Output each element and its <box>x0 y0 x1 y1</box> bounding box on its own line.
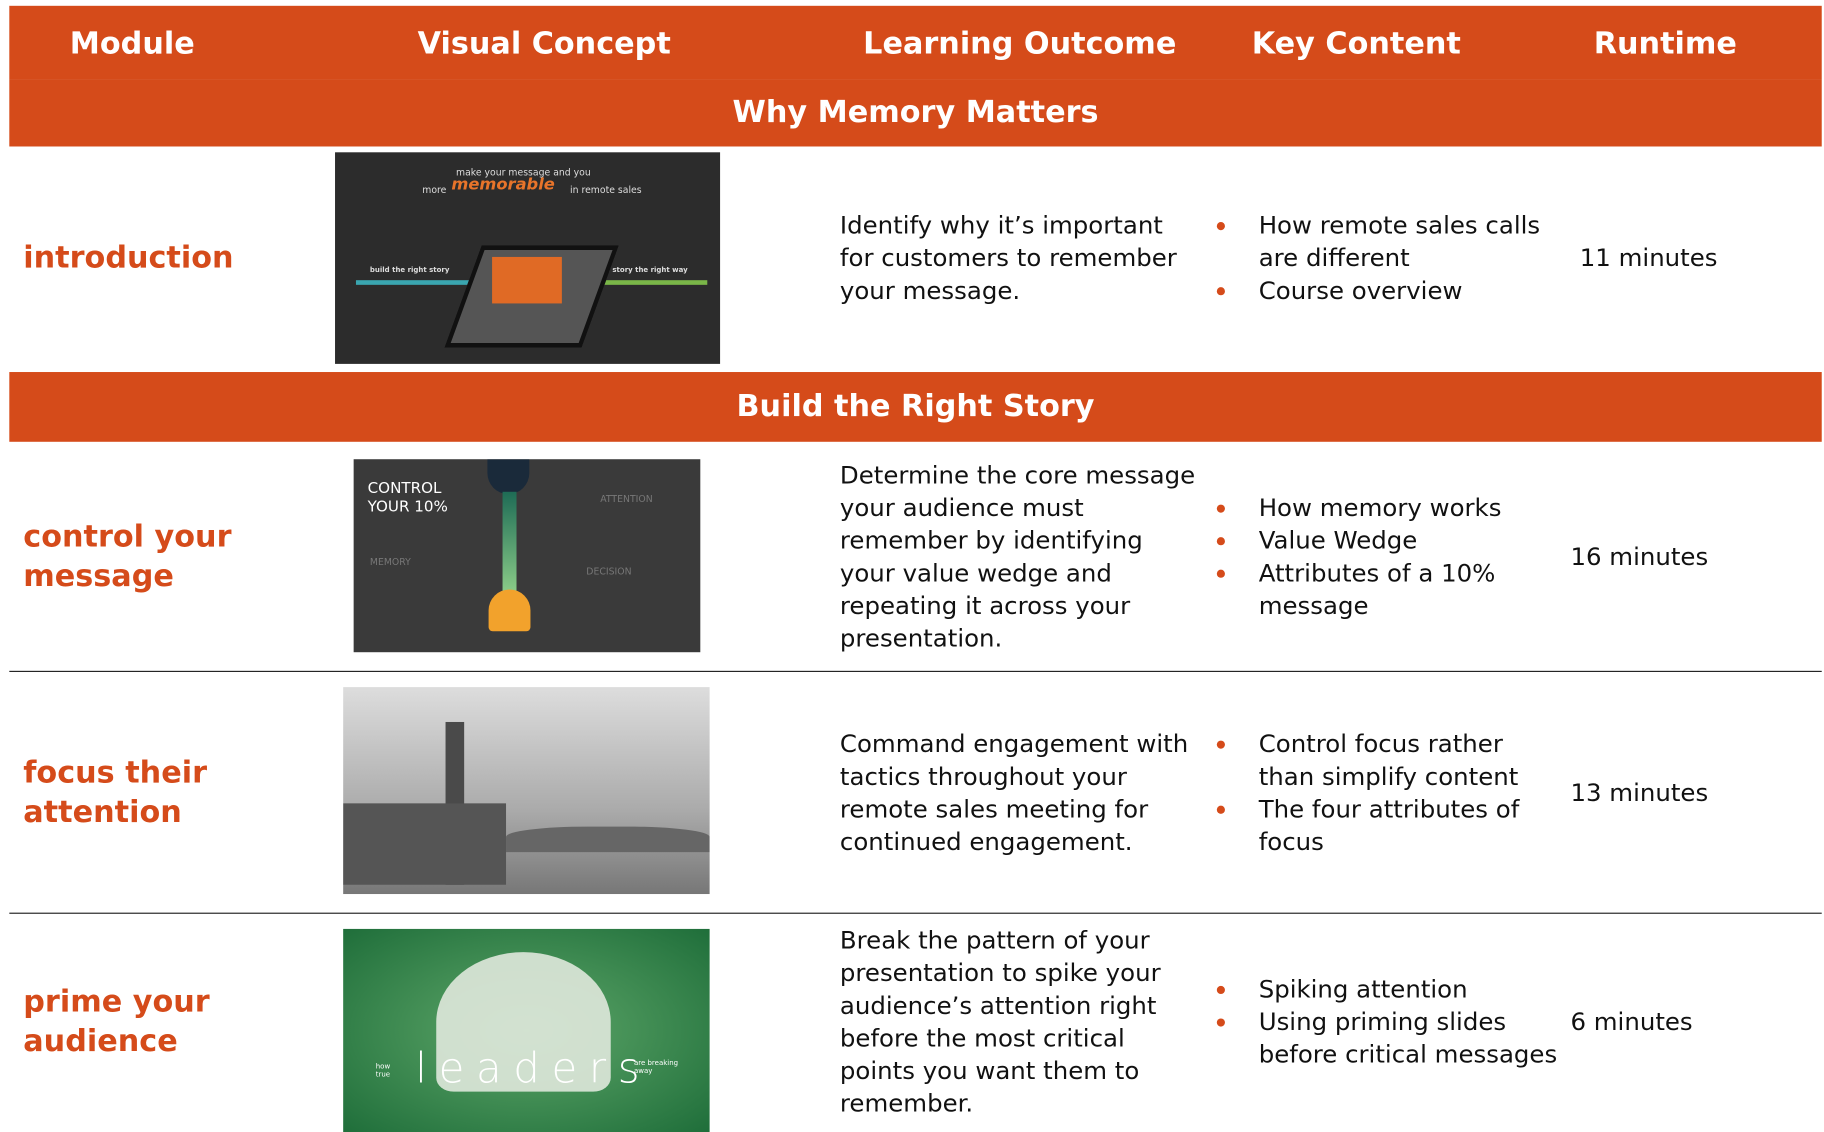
key-point: Attributes of a 10% message <box>1216 556 1559 621</box>
image-text: in remote sales <box>570 184 642 196</box>
column-header: Learning Outcome <box>863 26 1177 62</box>
visual-cell: make your message and you more memorable… <box>335 146 814 369</box>
visual-image: CONTROL YOUR 10% ATTENTION MEMORY DECISI… <box>353 459 701 653</box>
column-header: Runtime <box>1593 26 1737 62</box>
column-header: Key Content <box>1251 26 1461 62</box>
key-point: Control focus rather than simplify conte… <box>1216 727 1559 792</box>
image-text: CONTROL YOUR 10% <box>367 480 448 517</box>
key-point: How memory works <box>1216 491 1559 524</box>
image-text: build the right story <box>369 266 450 275</box>
column-header: Visual Concept <box>417 26 671 62</box>
learning-outcome: Determine the core message your audience… <box>839 460 1196 652</box>
visual-image: how true leaders are breaking away <box>343 928 710 1132</box>
runtime: 11 minutes <box>1579 244 1718 273</box>
runtime: 16 minutes <box>1570 542 1709 571</box>
image-text: leaders <box>415 1045 652 1093</box>
learning-outcome: Break the pattern of your presentation t… <box>839 926 1161 1118</box>
module-name: control your message <box>23 519 232 594</box>
runtime: 13 minutes <box>1570 778 1709 807</box>
module-name: prime your audience <box>23 984 210 1060</box>
table-row: prime your audience how true leaders are… <box>9 914 1821 1132</box>
key-point: Using priming slides before critical mes… <box>1216 1006 1559 1071</box>
key-content: Spiking attention Using priming slides b… <box>1204 973 1559 1071</box>
header-bar: Module Visual Concept Learning Outcome K… <box>9 5 1822 80</box>
image-text: DECISION <box>586 566 632 577</box>
key-content: Control focus rather than simplify conte… <box>1204 727 1559 857</box>
key-point: How remote sales calls are different <box>1216 209 1559 274</box>
section-bar: Why Memory Matters <box>9 79 1822 147</box>
key-point: Value Wedge <box>1216 524 1559 557</box>
learning-outcome: Identify why it’s important for customer… <box>839 211 1177 305</box>
learning-outcome: Command engagement with tactics througho… <box>839 729 1189 856</box>
visual-cell: CONTROL YOUR 10% ATTENTION MEMORY DECISI… <box>337 442 814 671</box>
visual-image <box>343 687 710 895</box>
image-text: more <box>422 184 447 196</box>
image-text: make your message and you <box>456 167 591 178</box>
image-text: memorable <box>451 175 555 195</box>
column-header: Module <box>69 26 195 62</box>
key-content: How remote sales calls are different Cou… <box>1204 209 1559 307</box>
table-row: introduction make your message and you m… <box>9 146 1821 369</box>
image-text: how true <box>375 1062 391 1079</box>
key-point: Course overview <box>1216 274 1559 307</box>
image-text: tell the story the right way <box>581 266 688 275</box>
image-text: MEMORY <box>369 556 411 568</box>
visual-cell <box>337 672 814 913</box>
section-bar: Build the Right Story <box>9 372 1822 442</box>
visual-image: make your message and you more memorable… <box>335 152 721 364</box>
runtime: 6 minutes <box>1570 1007 1693 1036</box>
section-title: Why Memory Matters <box>732 95 1099 131</box>
module-name: focus their attention <box>23 755 207 830</box>
key-point: The four attributes of focus <box>1216 792 1559 857</box>
image-text: are breaking away <box>633 1059 679 1076</box>
table-row: focus their attention Command engagement… <box>9 672 1822 914</box>
visual-cell: how true leaders are breaking away <box>337 914 814 1132</box>
image-text: ATTENTION <box>600 494 653 505</box>
table-row: control your message CONTROL YOUR 10% AT… <box>9 442 1822 672</box>
key-content: How memory works Value Wedge Attributes … <box>1204 491 1559 621</box>
key-point: Spiking attention <box>1216 973 1559 1006</box>
section-title: Build the Right Story <box>736 389 1095 425</box>
module-name: introduction <box>23 240 234 276</box>
